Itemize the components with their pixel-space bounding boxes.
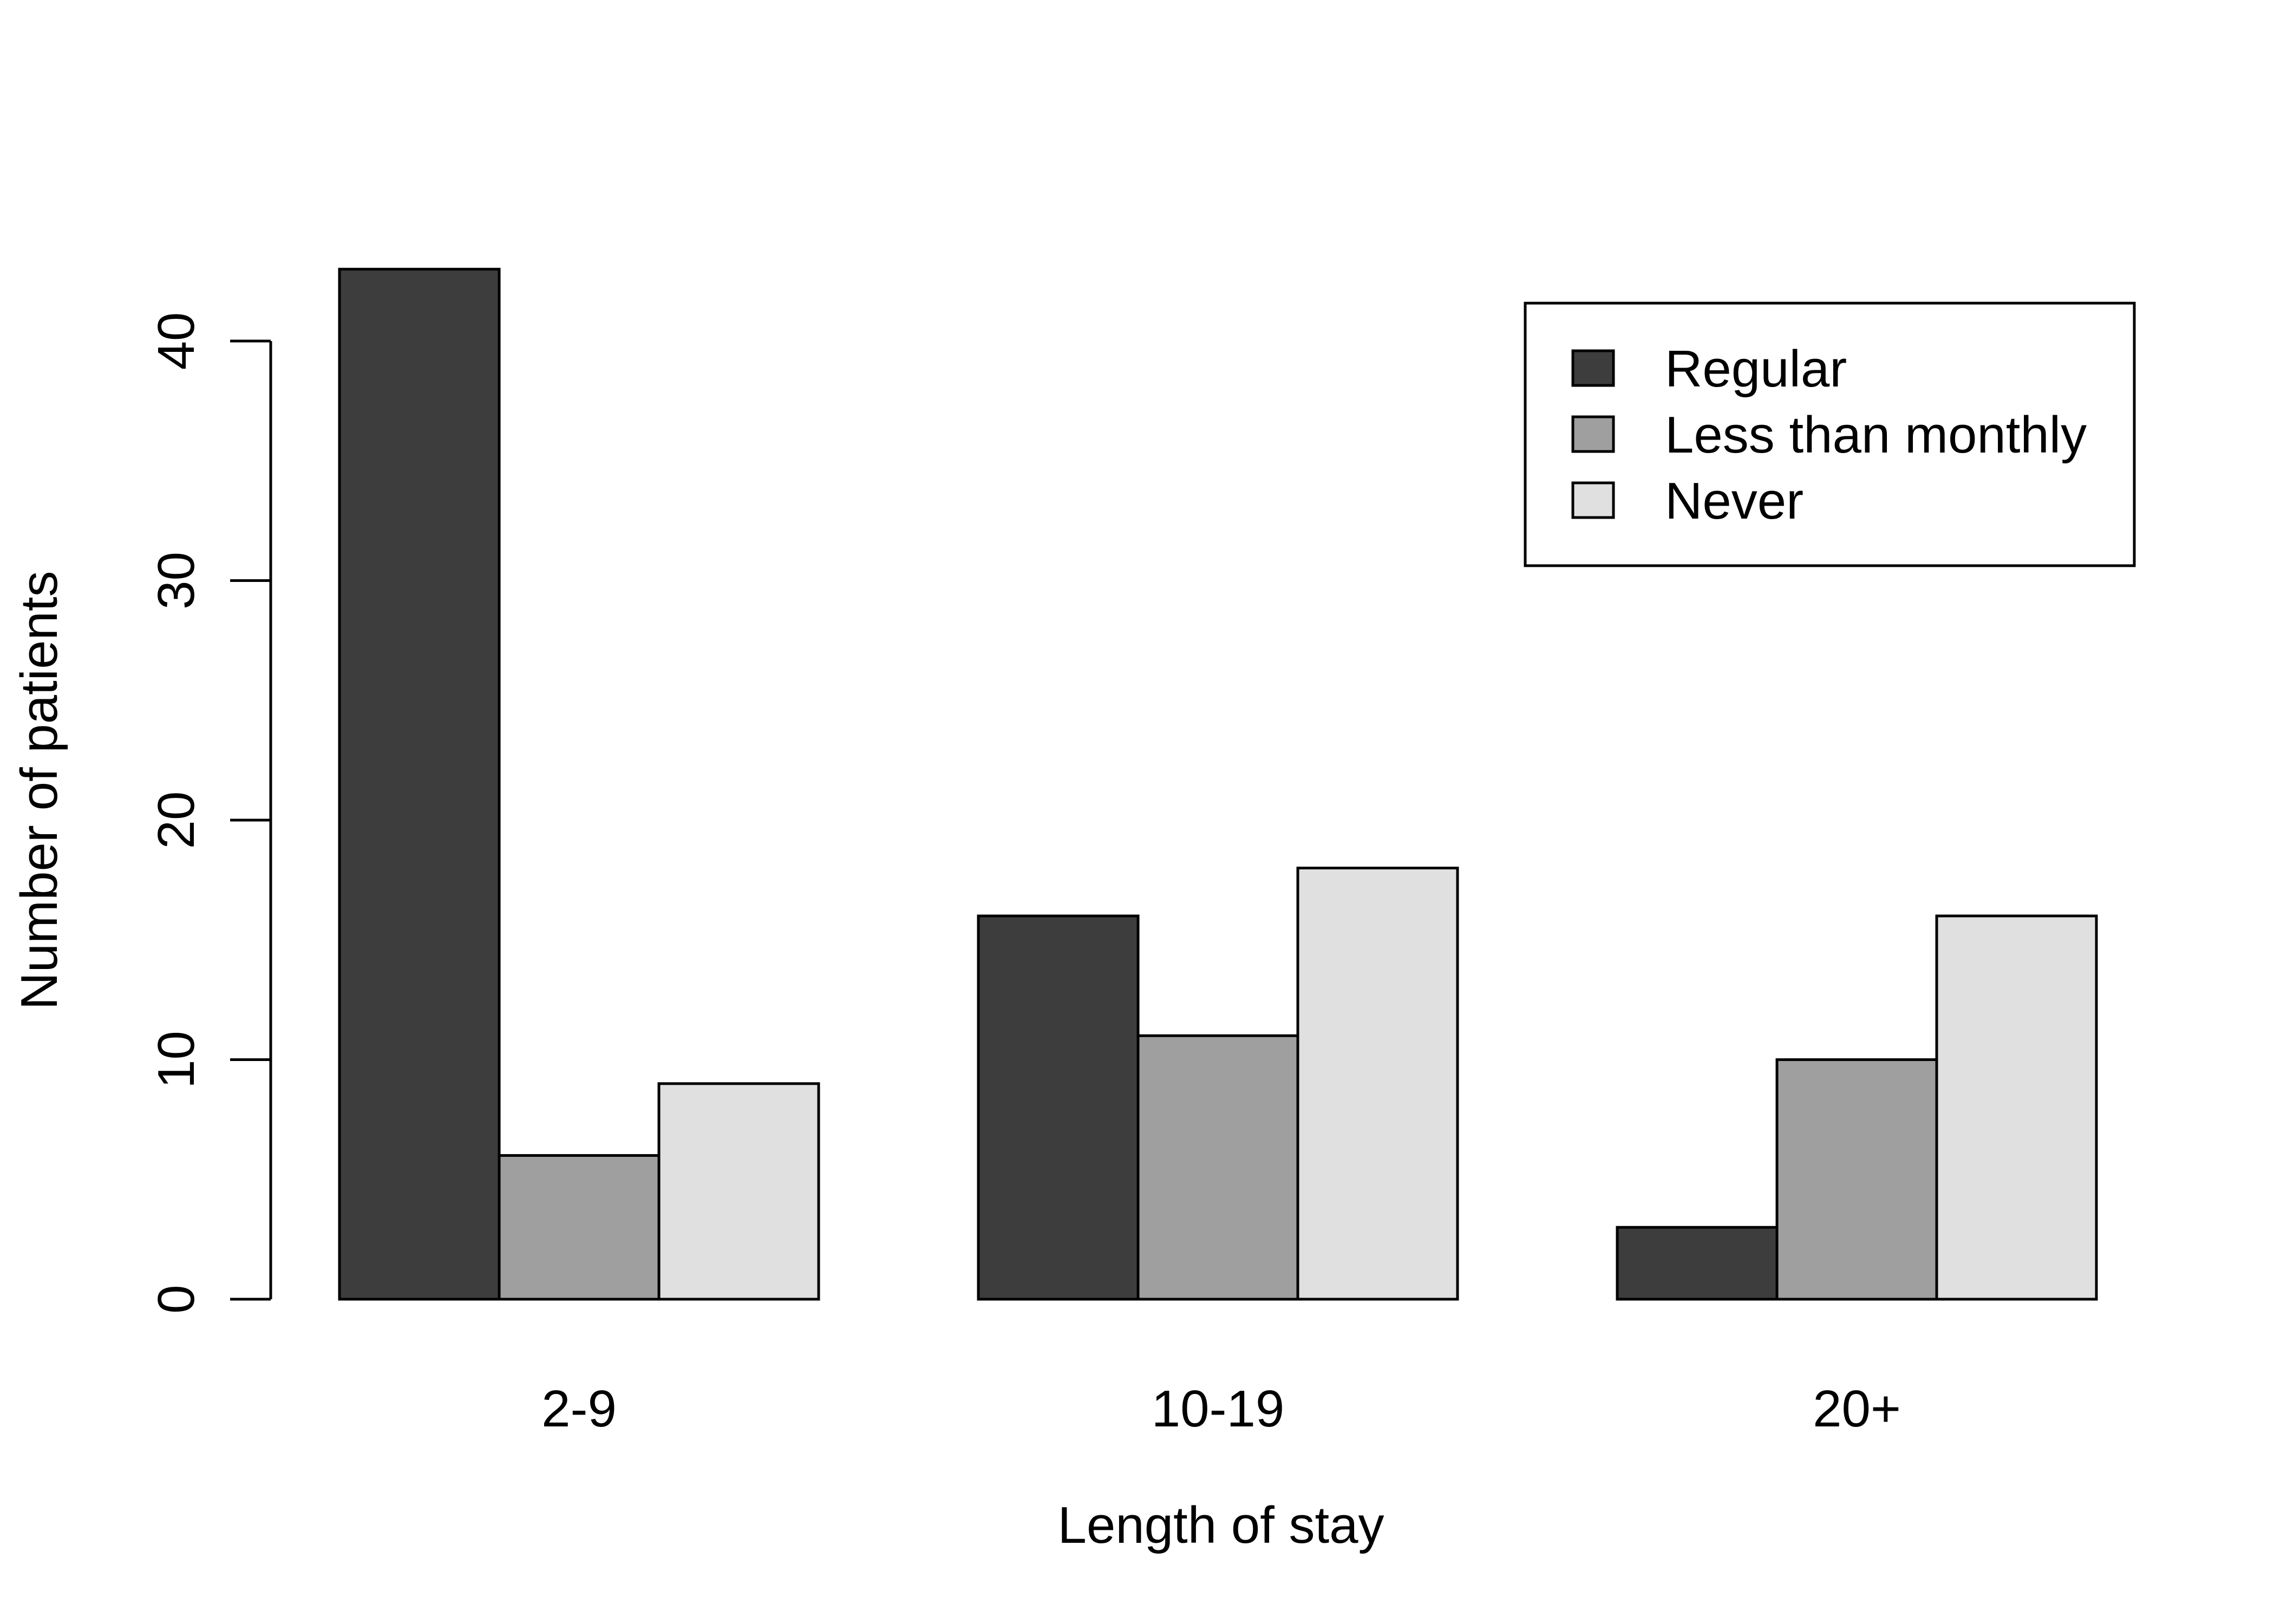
- bar-20+-less-than-monthly: [1775, 1058, 1938, 1301]
- bar-2-9-regular: [338, 267, 501, 1301]
- x-tick-label-2-9: 2-9: [541, 1380, 617, 1438]
- x-axis-title: Length of stay: [1057, 1496, 1384, 1554]
- bar-10-19-never: [1296, 867, 1459, 1301]
- y-axis: 0 10 20 30 40: [147, 312, 272, 1314]
- legend-swatch-regular: [1571, 349, 1615, 387]
- y-tick-label-10: 10: [147, 1031, 205, 1089]
- legend-swatch-never: [1571, 481, 1615, 519]
- y-tick-label-0: 0: [147, 1285, 205, 1313]
- x-tick-label-10-19: 10-19: [1152, 1380, 1285, 1438]
- legend-label-never: Never: [1665, 472, 1803, 530]
- bar-20+-never: [1935, 914, 2098, 1301]
- bars-layer: [338, 267, 2098, 1301]
- legend-label-regular: Regular: [1665, 340, 1847, 398]
- x-tick-labels: 2-9 10-19 20+: [541, 1380, 1901, 1438]
- y-tick-label-40: 40: [147, 312, 205, 370]
- bar-20+-regular: [1616, 1226, 1779, 1301]
- legend-swatch-less-than-monthly: [1571, 415, 1615, 453]
- legend-items: Regular Less than monthly Never: [1571, 340, 2087, 530]
- legend: Regular Less than monthly Never: [1524, 302, 2136, 567]
- x-tick-label-20+: 20+: [1813, 1380, 1901, 1438]
- bar-10-19-regular: [977, 914, 1140, 1301]
- bar-2-9-less-than-monthly: [498, 1154, 661, 1301]
- y-tick-label-30: 30: [147, 552, 205, 610]
- y-axis-title: Number of patients: [10, 571, 68, 1010]
- legend-box: [1524, 302, 2136, 567]
- bar-10-19-less-than-monthly: [1136, 1034, 1299, 1301]
- legend-label-less-than-monthly: Less than monthly: [1665, 406, 2087, 464]
- bar-2-9-never: [657, 1082, 820, 1301]
- y-tick-label-20: 20: [147, 791, 205, 849]
